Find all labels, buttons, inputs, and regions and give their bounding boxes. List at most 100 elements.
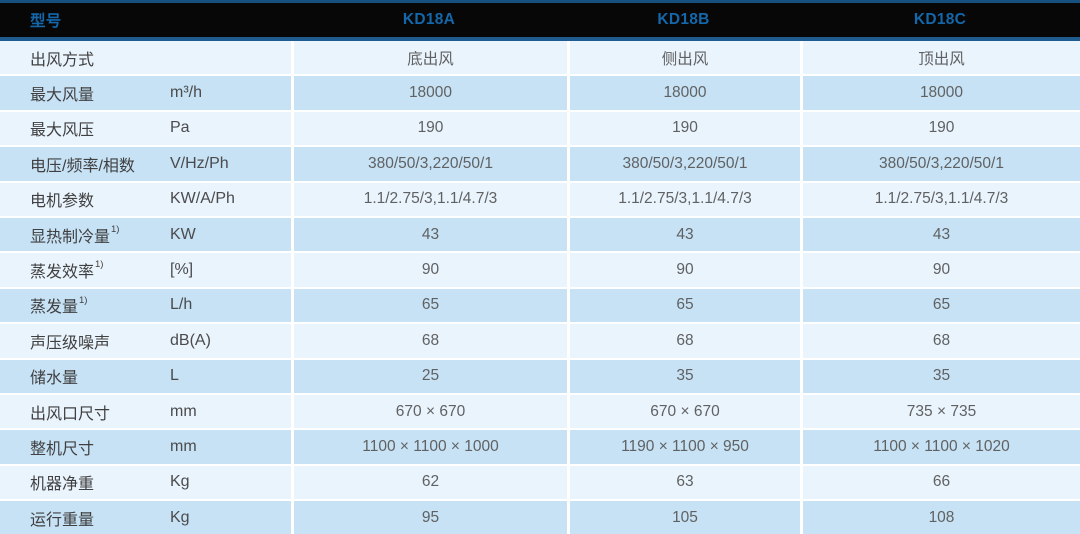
row-value-kd18c: 90 xyxy=(800,253,1080,287)
row-value-kd18c: 顶出风 xyxy=(800,41,1080,75)
row-unit: KW xyxy=(170,225,196,243)
row-value-kd18a: 底出风 xyxy=(291,41,567,75)
row-unit: L/h xyxy=(170,296,193,314)
row-value-kd18b: 65 xyxy=(567,288,800,323)
row-unit: V/Hz/Ph xyxy=(170,154,229,172)
column-header-kd18a: KD18A xyxy=(402,11,456,28)
table-header-row: 型号 KD18A KD18B KD18C xyxy=(0,0,1080,41)
table-row: 声压级噪声 dB(A) 68 68 68 xyxy=(0,322,1080,358)
row-value-kd18b: 90 xyxy=(567,253,800,287)
row-label-cell: 运行重量 xyxy=(0,501,170,534)
row-value-kd18a: 380/50/3,220/50/1 xyxy=(291,147,567,181)
row-value-kd18b: 63 xyxy=(567,465,800,500)
row-value-kd18b: 侧出风 xyxy=(567,41,800,75)
row-label-cell: 电压/频率/相数 xyxy=(0,147,170,180)
row-value-kd18b: 380/50/3,220/50/1 xyxy=(567,147,800,181)
column-header-kd18c: KD18C xyxy=(913,11,967,28)
row-value-kd18c: 43 xyxy=(800,217,1080,252)
row-value-kd18c: 35 xyxy=(800,359,1080,393)
row-value-kd18a: 68 xyxy=(291,324,567,358)
row-unit: m³/h xyxy=(170,84,202,102)
row-value-kd18b: 1.1/2.75/3,1.1/4.7/3 xyxy=(567,182,800,216)
row-label-cell: 机器净重 xyxy=(0,466,170,499)
row-label-cell: 声压级噪声 xyxy=(0,324,170,357)
row-label-cell: 蒸发效率 1) xyxy=(0,253,170,286)
row-label-cell: 电机参数 xyxy=(0,183,170,216)
row-value-kd18a: 62 xyxy=(291,465,567,500)
row-unit: L xyxy=(170,367,179,385)
row-value-kd18a: 65 xyxy=(291,288,567,323)
row-value-kd18b: 670 × 670 xyxy=(567,394,800,429)
row-label-cell: 显热制冷量 1) xyxy=(0,218,170,251)
row-label-superscript: 1) xyxy=(111,223,120,235)
table-row: 蒸发量 1) L/h 65 65 65 xyxy=(0,286,1080,323)
model-column-header: 型号 xyxy=(30,13,62,30)
row-label-cell: 最大风压 xyxy=(0,112,170,145)
row-label-cell: 蒸发量 1) xyxy=(0,289,170,322)
row-value-kd18c: 735 × 735 xyxy=(800,394,1080,429)
row-unit: KW/A/Ph xyxy=(170,190,235,208)
row-value-kd18b: 18000 xyxy=(567,76,800,110)
table-row: 运行重量 Kg 95 105 108 xyxy=(0,499,1080,534)
row-value-kd18a: 670 × 670 xyxy=(291,394,567,429)
row-value-kd18c: 18000 xyxy=(800,76,1080,110)
table-row: 出风方式 底出风 侧出风 顶出风 xyxy=(0,41,1080,75)
row-value-kd18a: 25 xyxy=(291,359,567,393)
row-label: 储水量 xyxy=(30,370,79,388)
row-unit: mm xyxy=(170,437,197,455)
table-row: 电机参数 KW/A/Ph 1.1/2.75/3,1.1/4.7/3 1.1/2.… xyxy=(0,180,1080,216)
row-unit: Kg xyxy=(170,473,190,491)
row-label: 电机参数 xyxy=(30,193,95,211)
row-value-kd18c: 68 xyxy=(800,324,1080,358)
row-value-kd18a: 95 xyxy=(291,501,567,534)
row-label: 电压/频率/相数 xyxy=(30,157,135,175)
column-header-kd18b: KD18B xyxy=(657,11,710,28)
row-value-kd18b: 190 xyxy=(567,111,800,146)
table-row: 整机尺寸 mm 1100 × 1100 × 1000 1190 × 1100 ×… xyxy=(0,428,1080,464)
row-label-superscript: 1) xyxy=(79,294,88,306)
row-label-cell: 最大风量 xyxy=(0,76,170,109)
row-value-kd18c: 380/50/3,220/50/1 xyxy=(800,147,1080,181)
row-unit: Kg xyxy=(170,508,190,526)
row-value-kd18b: 35 xyxy=(567,359,800,393)
row-value-kd18b: 1190 × 1100 × 950 xyxy=(567,430,800,464)
row-label: 出风口尺寸 xyxy=(30,405,111,423)
row-label-superscript: 1) xyxy=(95,259,104,271)
row-label-cell: 出风方式 xyxy=(0,41,170,74)
row-label: 出风方式 xyxy=(30,51,95,69)
row-label: 显热制冷量 xyxy=(30,228,111,246)
row-label: 整机尺寸 xyxy=(30,440,95,458)
row-label: 声压级噪声 xyxy=(30,334,111,352)
row-value-kd18c: 65 xyxy=(800,288,1080,323)
row-value-kd18a: 18000 xyxy=(291,76,567,110)
row-value-kd18c: 108 xyxy=(800,501,1080,534)
row-label: 机器净重 xyxy=(30,476,95,494)
row-label: 蒸发量 xyxy=(30,299,79,317)
row-label: 最大风量 xyxy=(30,87,95,105)
row-label: 蒸发效率 xyxy=(30,264,95,282)
row-unit: [%] xyxy=(170,261,194,279)
row-value-kd18c: 66 xyxy=(800,465,1080,500)
row-value-kd18a: 1100 × 1100 × 1000 xyxy=(291,430,567,464)
row-value-kd18c: 190 xyxy=(800,111,1080,146)
row-value-kd18a: 1.1/2.75/3,1.1/4.7/3 xyxy=(291,182,567,216)
row-label: 最大风压 xyxy=(30,122,95,140)
row-value-kd18b: 68 xyxy=(567,324,800,358)
row-value-kd18a: 90 xyxy=(291,253,567,287)
table-row: 机器净重 Kg 62 63 66 xyxy=(0,463,1080,500)
row-unit: mm xyxy=(170,402,197,420)
table-row: 出风口尺寸 mm 670 × 670 670 × 670 735 × 735 xyxy=(0,392,1080,429)
table-row: 最大风压 Pa 190 190 190 xyxy=(0,109,1080,146)
row-value-kd18a: 190 xyxy=(291,111,567,146)
row-unit xyxy=(170,41,291,74)
row-value-kd18a: 43 xyxy=(291,217,567,252)
table-row: 最大风量 m³/h 18000 18000 18000 xyxy=(0,74,1080,110)
row-value-kd18b: 105 xyxy=(567,501,800,534)
row-label: 运行重量 xyxy=(30,511,95,529)
row-unit: dB(A) xyxy=(170,331,211,349)
table-row: 显热制冷量 1) KW 43 43 43 xyxy=(0,215,1080,252)
table-body: 出风方式 底出风 侧出风 顶出风 最大风量 m³/h 18000 18000 1… xyxy=(0,41,1080,534)
table-row: 电压/频率/相数 V/Hz/Ph 380/50/3,220/50/1 380/5… xyxy=(0,145,1080,181)
row-label-cell: 整机尺寸 xyxy=(0,430,170,463)
